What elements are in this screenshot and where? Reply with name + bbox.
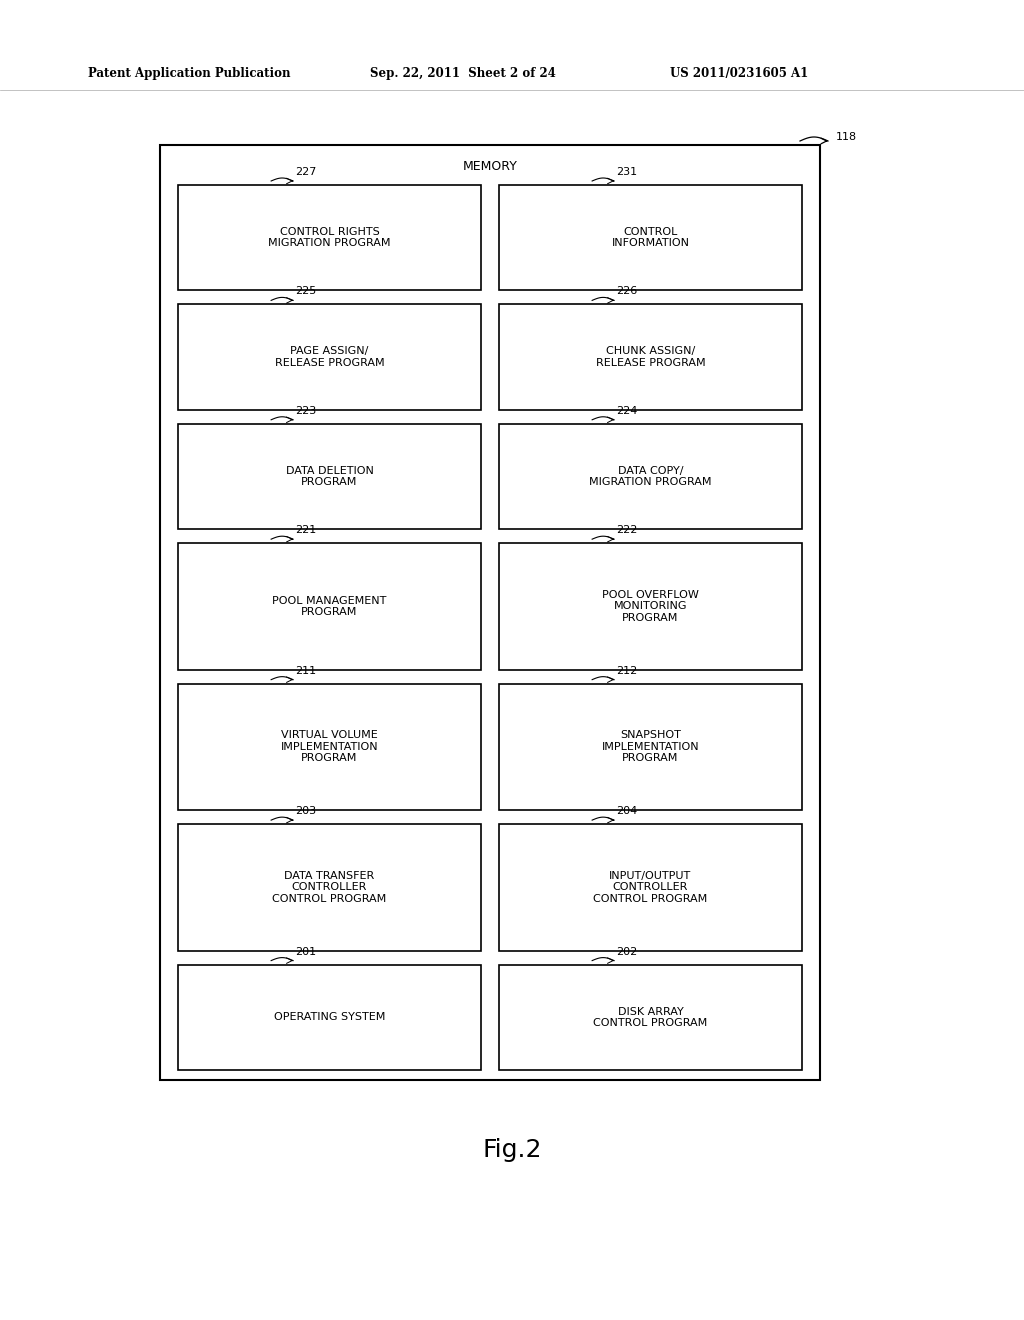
Bar bbox=[499, 185, 802, 290]
Text: 227: 227 bbox=[295, 168, 316, 177]
Text: DISK ARRAY
CONTROL PROGRAM: DISK ARRAY CONTROL PROGRAM bbox=[593, 1007, 708, 1028]
Text: 201: 201 bbox=[295, 946, 316, 957]
Text: DATA DELETION
PROGRAM: DATA DELETION PROGRAM bbox=[286, 466, 374, 487]
Bar bbox=[499, 824, 802, 950]
Bar bbox=[499, 544, 802, 669]
Text: DATA TRANSFER
CONTROLLER
CONTROL PROGRAM: DATA TRANSFER CONTROLLER CONTROL PROGRAM bbox=[272, 871, 387, 904]
Text: OPERATING SYSTEM: OPERATING SYSTEM bbox=[273, 1012, 385, 1022]
Text: POOL MANAGEMENT
PROGRAM: POOL MANAGEMENT PROGRAM bbox=[272, 595, 387, 618]
Text: CHUNK ASSIGN/
RELEASE PROGRAM: CHUNK ASSIGN/ RELEASE PROGRAM bbox=[596, 346, 706, 368]
Text: 226: 226 bbox=[616, 286, 637, 297]
Bar bbox=[178, 684, 481, 810]
Text: 118: 118 bbox=[836, 132, 857, 143]
Bar bbox=[499, 965, 802, 1071]
Text: SNAPSHOT
IMPLEMENTATION
PROGRAM: SNAPSHOT IMPLEMENTATION PROGRAM bbox=[602, 730, 699, 763]
Text: PAGE ASSIGN/
RELEASE PROGRAM: PAGE ASSIGN/ RELEASE PROGRAM bbox=[274, 346, 384, 368]
Text: 224: 224 bbox=[616, 405, 638, 416]
Bar bbox=[178, 305, 481, 409]
Text: 221: 221 bbox=[295, 525, 316, 535]
Bar bbox=[499, 305, 802, 409]
Text: Patent Application Publication: Patent Application Publication bbox=[88, 66, 291, 79]
Bar bbox=[160, 145, 820, 1080]
Text: 204: 204 bbox=[616, 807, 637, 816]
Text: US 2011/0231605 A1: US 2011/0231605 A1 bbox=[670, 66, 808, 79]
Text: 212: 212 bbox=[616, 665, 637, 676]
Text: INPUT/OUTPUT
CONTROLLER
CONTROL PROGRAM: INPUT/OUTPUT CONTROLLER CONTROL PROGRAM bbox=[593, 871, 708, 904]
Text: 225: 225 bbox=[295, 286, 316, 297]
Text: MEMORY: MEMORY bbox=[463, 161, 517, 173]
Bar bbox=[178, 824, 481, 950]
Text: DATA COPY/
MIGRATION PROGRAM: DATA COPY/ MIGRATION PROGRAM bbox=[589, 466, 712, 487]
Bar bbox=[178, 185, 481, 290]
Text: POOL OVERFLOW
MONITORING
PROGRAM: POOL OVERFLOW MONITORING PROGRAM bbox=[602, 590, 699, 623]
Text: CONTROL
INFORMATION: CONTROL INFORMATION bbox=[611, 227, 689, 248]
Text: CONTROL RIGHTS
MIGRATION PROGRAM: CONTROL RIGHTS MIGRATION PROGRAM bbox=[268, 227, 391, 248]
Bar bbox=[178, 424, 481, 529]
Text: 203: 203 bbox=[295, 807, 316, 816]
Text: 211: 211 bbox=[295, 665, 316, 676]
Bar bbox=[178, 544, 481, 669]
Text: VIRTUAL VOLUME
IMPLEMENTATION
PROGRAM: VIRTUAL VOLUME IMPLEMENTATION PROGRAM bbox=[281, 730, 378, 763]
Text: Fig.2: Fig.2 bbox=[482, 1138, 542, 1162]
Text: 222: 222 bbox=[616, 525, 638, 535]
Bar bbox=[499, 684, 802, 810]
Text: Sep. 22, 2011  Sheet 2 of 24: Sep. 22, 2011 Sheet 2 of 24 bbox=[370, 66, 556, 79]
Bar bbox=[499, 424, 802, 529]
Text: 231: 231 bbox=[616, 168, 637, 177]
Bar bbox=[178, 965, 481, 1071]
Text: 202: 202 bbox=[616, 946, 637, 957]
Text: 223: 223 bbox=[295, 405, 316, 416]
